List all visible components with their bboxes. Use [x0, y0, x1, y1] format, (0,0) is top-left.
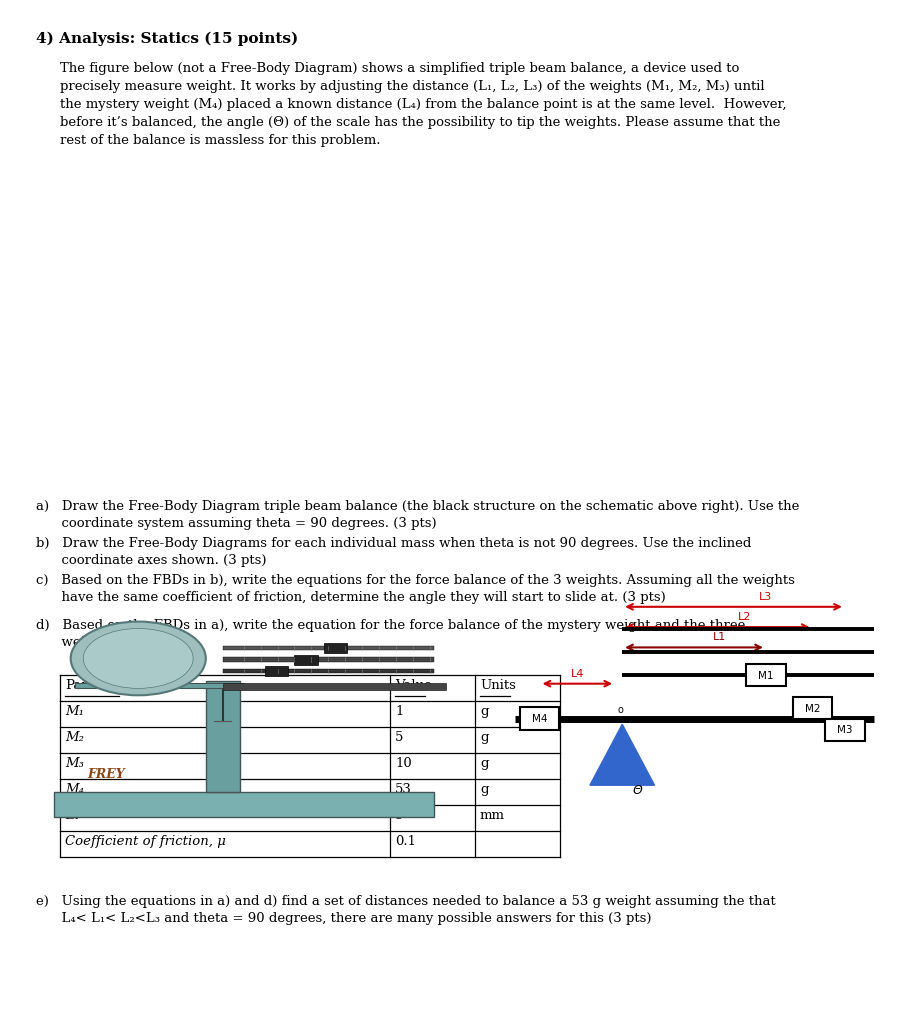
Polygon shape: [206, 682, 240, 793]
Text: d)   Based on the FBDs in a), write the equation for the force balance of the my: d) Based on the FBDs in a), write the eq…: [36, 618, 745, 632]
Bar: [520, 708, 559, 729]
Text: e)   Using the equations in a) and d) find a set of distances needed to balance : e) Using the equations in a) and d) find…: [36, 895, 775, 908]
Text: M2: M2: [804, 703, 820, 714]
Bar: [793, 697, 833, 720]
Text: The figure below (not a Free-Body Diagram) shows a simplified triple beam balanc: The figure below (not a Free-Body Diagra…: [60, 62, 739, 75]
Text: M4: M4: [532, 714, 548, 724]
Text: have the same coefficient of friction, determine the angle they will start to sl: have the same coefficient of friction, d…: [36, 591, 666, 604]
Text: coordinate axes shown. (3 pts): coordinate axes shown. (3 pts): [36, 554, 267, 567]
Text: Value: Value: [395, 679, 432, 692]
Text: b)   Draw the Free-Body Diagrams for each individual mass when theta is not 90 d: b) Draw the Free-Body Diagrams for each …: [36, 537, 752, 550]
Text: a)   Draw the Free-Body Diagram triple beam balance (the black structure on the : a) Draw the Free-Body Diagram triple bea…: [36, 500, 799, 513]
Text: 10: 10: [395, 757, 411, 770]
Text: mm: mm: [480, 809, 505, 822]
Text: o: o: [617, 706, 624, 716]
Text: g: g: [480, 705, 489, 718]
Text: Coefficient of friction, μ: Coefficient of friction, μ: [65, 835, 226, 848]
Text: g: g: [480, 731, 489, 744]
Circle shape: [71, 622, 206, 695]
Text: g: g: [480, 757, 489, 770]
Polygon shape: [222, 683, 447, 689]
Polygon shape: [74, 683, 244, 688]
Text: 4) Analysis: Statics (15 points): 4) Analysis: Statics (15 points): [36, 32, 298, 46]
Text: M₃: M₃: [65, 757, 84, 770]
Text: M₂: M₂: [65, 731, 84, 744]
Text: the mystery weight (M₄) placed a known distance (L₄) from the balance point is a: the mystery weight (M₄) placed a known d…: [60, 98, 786, 111]
Polygon shape: [54, 793, 434, 817]
Text: precisely measure weight. It works by adjusting the distance (L₁, L₂, L₃) of the: precisely measure weight. It works by ad…: [60, 80, 765, 93]
Polygon shape: [222, 646, 434, 650]
Bar: [746, 664, 785, 686]
Text: L₄< L₁< L₂<L₃ and theta = 90 degrees, there are many possible answers for this (: L₄< L₁< L₂<L₃ and theta = 90 degrees, th…: [36, 912, 652, 925]
Polygon shape: [265, 666, 288, 676]
Text: M₄: M₄: [65, 783, 84, 796]
Text: Θ: Θ: [633, 784, 643, 797]
Text: coordinate system assuming theta = 90 degrees. (3 pts): coordinate system assuming theta = 90 de…: [36, 517, 437, 530]
Text: 5: 5: [395, 731, 403, 744]
Polygon shape: [222, 669, 434, 674]
Text: weights. (3 pts): weights. (3 pts): [36, 636, 165, 649]
Text: M₁: M₁: [65, 705, 84, 718]
Text: Parameter: Parameter: [65, 679, 135, 692]
Text: L1: L1: [713, 632, 725, 642]
Text: c)   Based on the FBDs in b), write the equations for the force balance of the 3: c) Based on the FBDs in b), write the eq…: [36, 574, 794, 587]
Text: L3: L3: [759, 592, 773, 602]
Text: g: g: [480, 783, 489, 796]
Text: rest of the balance is massless for this problem.: rest of the balance is massless for this…: [60, 134, 380, 147]
Polygon shape: [222, 657, 434, 662]
Text: Units: Units: [480, 679, 516, 692]
Text: 1: 1: [395, 705, 403, 718]
Polygon shape: [324, 643, 347, 653]
Text: L₄: L₄: [65, 809, 79, 822]
Text: L4: L4: [570, 669, 584, 679]
Text: M3: M3: [837, 725, 853, 735]
Text: 5: 5: [395, 809, 403, 822]
Polygon shape: [590, 724, 655, 785]
Text: before it’s balanced, the angle (Θ) of the scale has the possibility to tip the : before it’s balanced, the angle (Θ) of t…: [60, 116, 780, 129]
Text: 0.1: 0.1: [395, 835, 416, 848]
Bar: [825, 719, 864, 740]
Text: L2: L2: [737, 612, 751, 622]
Text: FREY: FREY: [87, 768, 125, 781]
Text: 53: 53: [395, 783, 412, 796]
Circle shape: [84, 629, 193, 688]
Polygon shape: [294, 654, 318, 665]
Text: M1: M1: [758, 671, 774, 681]
